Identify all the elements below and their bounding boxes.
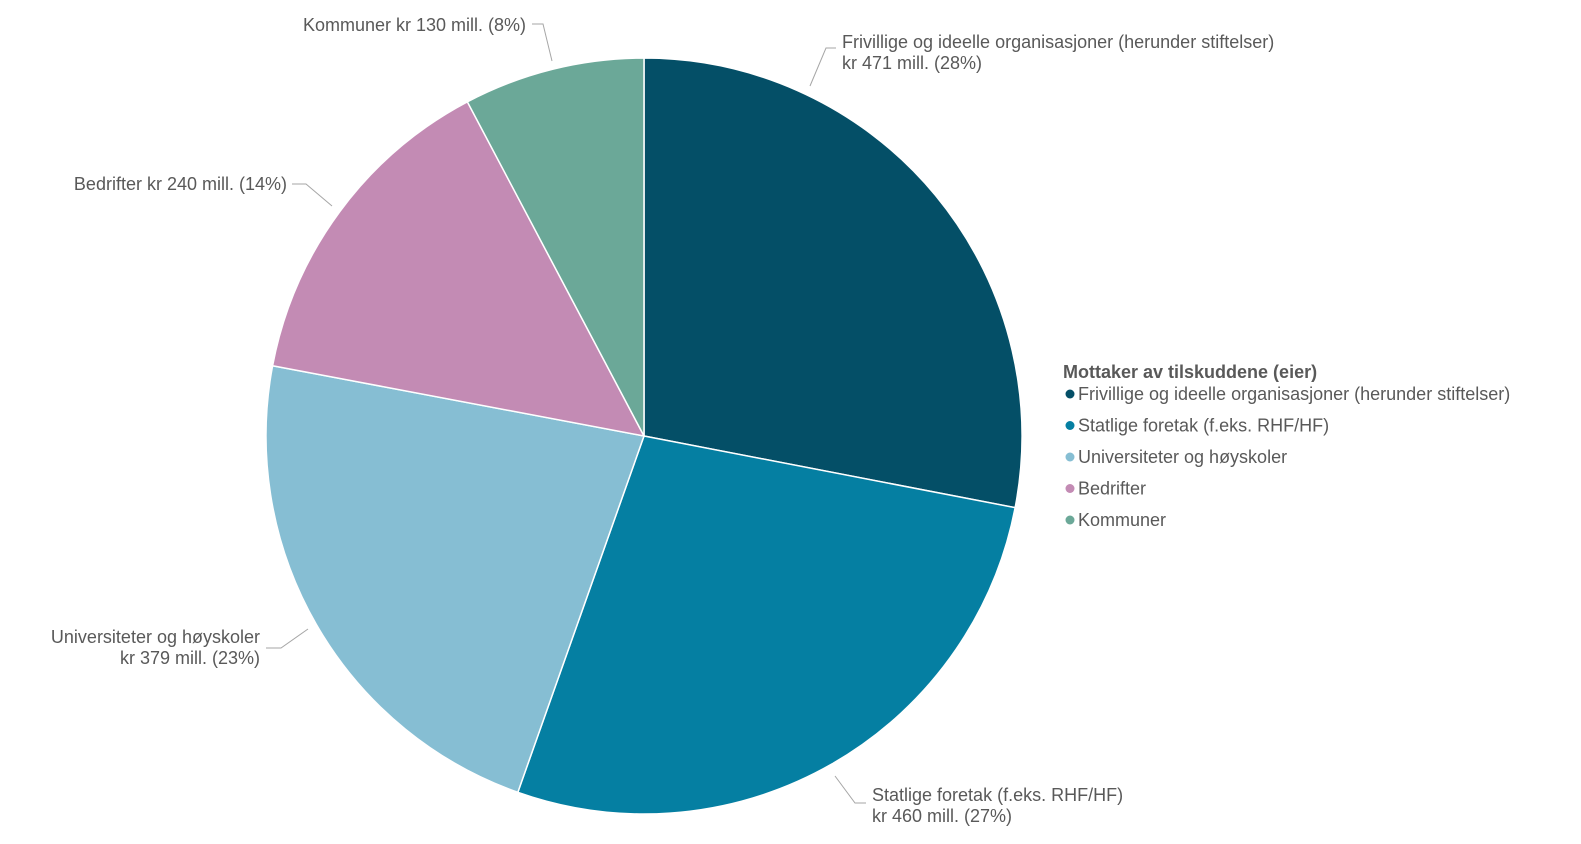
data-label-2: Statlige foretak (f.eks. RHF/HF) kr 460 m… [872,785,1123,826]
pie-slice-2 [516,435,1017,815]
legend-marker-3 [1065,452,1075,462]
legend-title: Mottaker av tilskuddene (eier) [1063,362,1317,382]
pie-slices [265,57,1023,815]
leader-line-5 [532,23,553,62]
data-label-4: Bedrifter kr 240 mill. (14%) [74,174,287,194]
legend-marker-4 [1065,484,1075,493]
leader-line-4 [292,183,333,207]
label-leader-lines [266,23,866,804]
legend-item-5: Kommuner [1078,510,1166,530]
pie-slice-1 [643,57,1023,509]
slice-labels: Frivillige og ideelle organisasjoner (he… [51,15,1274,826]
data-label-1: Frivillige og ideelle organisasjoner (he… [842,32,1274,73]
data-label-5: Kommuner kr 130 mill. (8%) [303,15,526,35]
legend-item-4: Bedrifter [1078,479,1146,499]
legend-item-3: Universiteter og høyskoler [1078,447,1287,467]
legend-marker-1 [1065,389,1075,399]
legend-item-1: Frivillige og ideelle organisasjoner (he… [1078,384,1510,404]
leader-line-1 [809,47,836,87]
legend-marker-2 [1065,421,1075,430]
pie-slice-3 [265,364,645,794]
legend-item-2: Statlige foretak (f.eks. RHF/HF) [1078,416,1329,436]
legend: Mottaker av tilskuddene (eier) Frivillig… [1063,362,1510,530]
legend-marker-5 [1065,515,1075,525]
pie-slice-4 [271,100,646,438]
data-label-3: Universiteter og høyskoler kr 379 mill. (… [51,627,260,668]
leader-line-3 [266,628,309,649]
pie-slice-5 [466,57,645,437]
leader-line-2 [834,775,866,804]
